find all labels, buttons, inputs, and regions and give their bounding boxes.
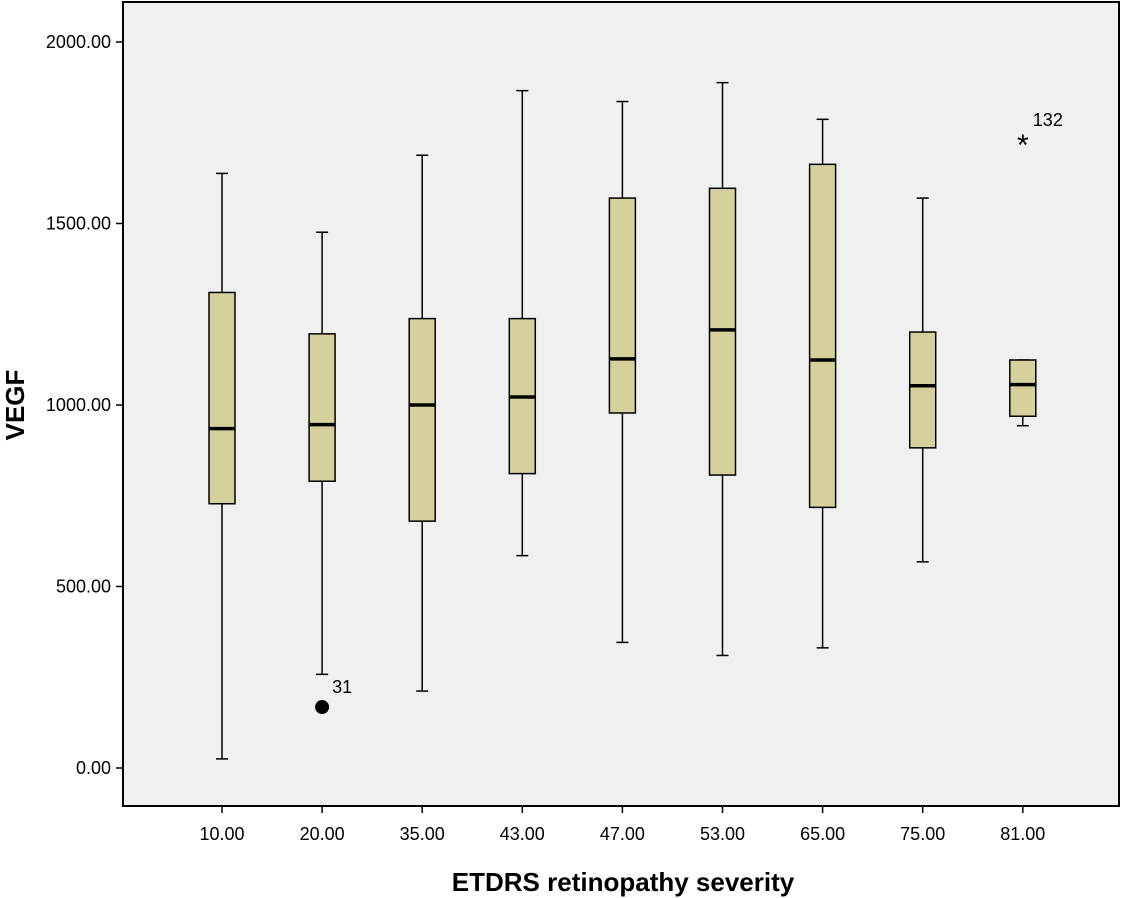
box-81.00: [1009, 359, 1037, 418]
y-tick-label: 1500.00: [46, 214, 111, 234]
x-tick-label: 65.00: [800, 824, 845, 844]
outlier-label: 132: [1033, 110, 1063, 130]
outlier-label: 31: [332, 677, 352, 697]
box-47.00: [608, 197, 637, 414]
x-tick-label: 20.00: [300, 824, 345, 844]
box-53.00: [708, 187, 737, 476]
y-tick-label: 1000.00: [46, 395, 111, 415]
y-tick-label: 500.00: [56, 577, 111, 597]
y-tick-label: 2000.00: [46, 32, 111, 52]
x-tick-label: 47.00: [600, 824, 645, 844]
x-tick-label: 81.00: [1000, 824, 1045, 844]
extreme-outlier-point: *: [1017, 129, 1029, 162]
y-axis-title: VEGF: [0, 370, 30, 441]
y-tick-label: 0.00: [76, 758, 111, 778]
outlier-point: [315, 700, 330, 715]
x-tick-label: 43.00: [500, 824, 545, 844]
x-tick-label: 75.00: [900, 824, 945, 844]
box-20.00: [308, 333, 336, 482]
x-axis-title: ETDRS retinopathy severity: [452, 867, 795, 897]
box-10.00: [208, 291, 236, 505]
x-tick-label: 35.00: [400, 824, 445, 844]
box-75.00: [908, 331, 937, 449]
box-35.00: [408, 317, 436, 522]
box-65.00: [808, 163, 837, 509]
x-tick-label: 10.00: [199, 824, 244, 844]
x-tick-label: 53.00: [700, 824, 745, 844]
